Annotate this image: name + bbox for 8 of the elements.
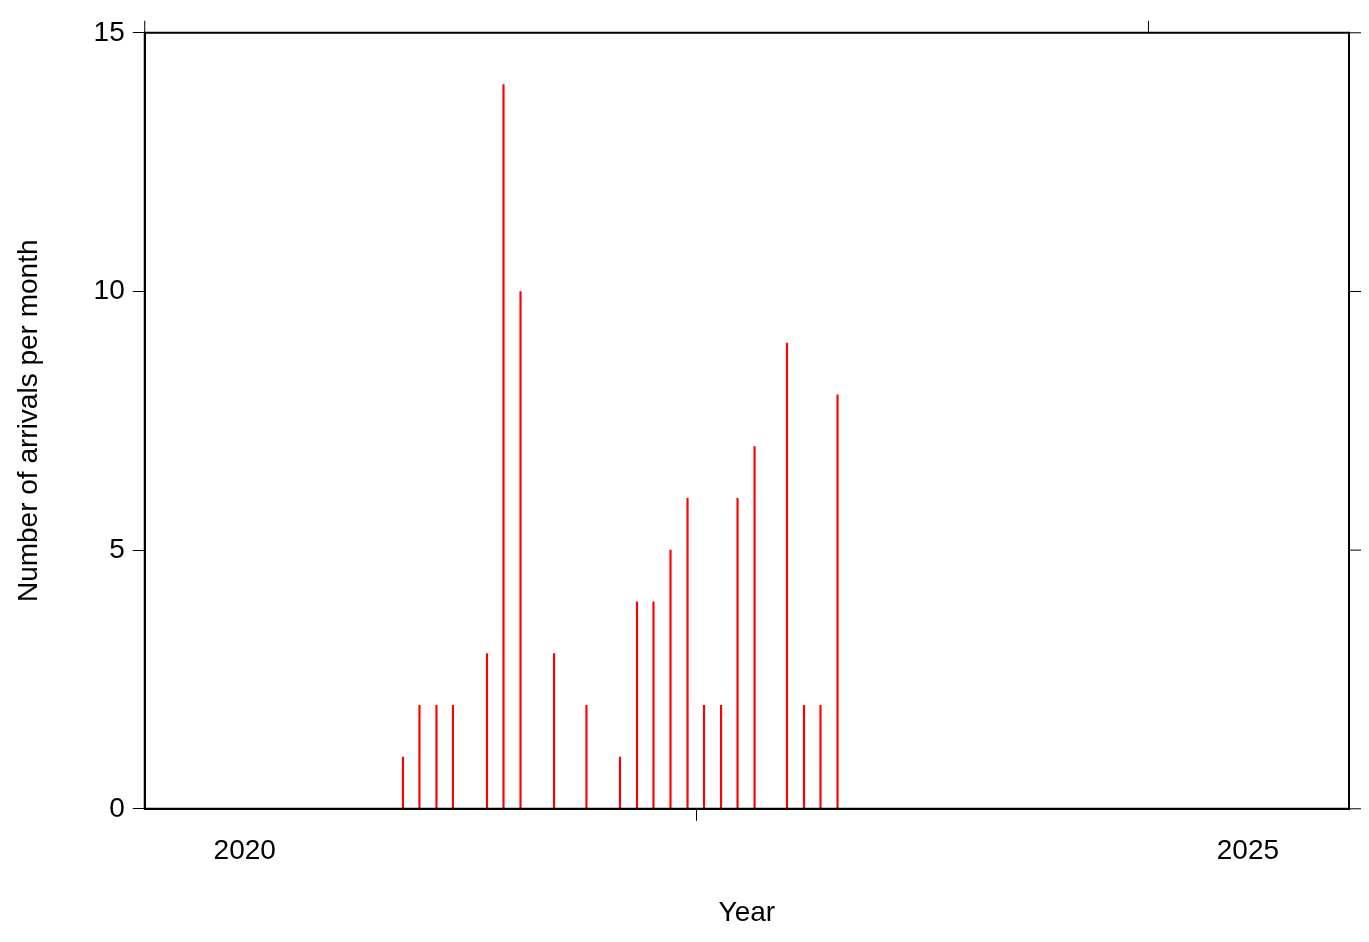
x-tick-label: 2020: [213, 834, 276, 866]
y-tick-label: 0: [109, 791, 125, 823]
y-axis-title: Number of arrivals per month: [11, 239, 43, 603]
y-tick-label: 5: [109, 532, 125, 564]
y-tick-label: 15: [93, 15, 125, 47]
x-tick-label: 2025: [1216, 834, 1280, 866]
x-axis-title: Year: [718, 895, 776, 927]
y-tick-label: 10: [93, 274, 125, 306]
